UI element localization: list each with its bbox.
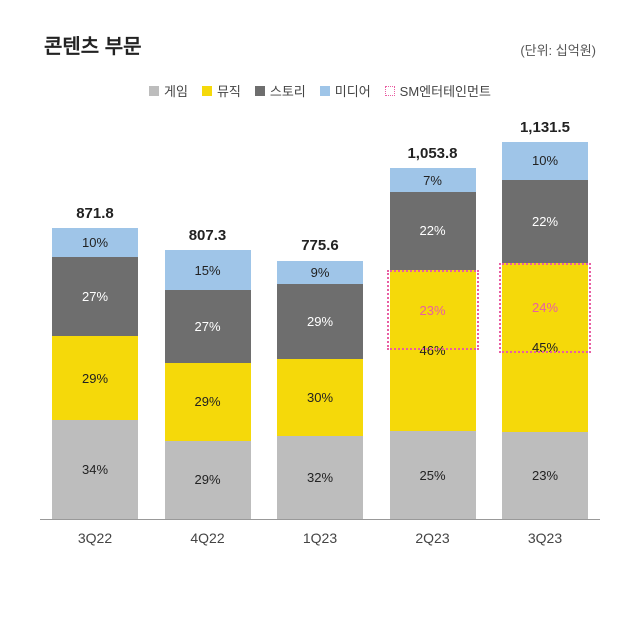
legend-label: 뮤직 xyxy=(217,81,241,100)
bar-column: 871.8 34%29%27%10% xyxy=(52,205,138,519)
x-axis-label: 4Q22 xyxy=(165,530,251,546)
stacked-bar: 25%46%22%7%23% xyxy=(390,168,476,519)
bar-segment-media: 10% xyxy=(502,142,588,180)
legend-swatch xyxy=(149,86,159,96)
x-axis-labels: 3Q22 4Q22 1Q23 2Q23 3Q23 xyxy=(40,520,600,546)
stacked-bar: 32%30%29%9% xyxy=(277,260,363,519)
stacked-bar: 34%29%27%10% xyxy=(52,228,138,519)
bar-segment-music: 29% xyxy=(165,363,251,441)
bar-segment-music: 46% xyxy=(390,270,476,432)
bar-total-label: 775.6 xyxy=(301,237,339,254)
bar-column: 1,053.8 25%46%22%7%23% xyxy=(390,145,476,519)
bar-segment-story: 27% xyxy=(52,257,138,335)
legend-label: SM엔터테인먼트 xyxy=(400,81,491,100)
chart-area: 871.834%29%27%10%807.329%29%27%15%775.63… xyxy=(0,120,640,560)
legend-item: 미디어 xyxy=(320,81,371,100)
bar-total-label: 1,053.8 xyxy=(407,145,457,162)
bar-segment-media: 9% xyxy=(277,261,363,284)
bar-segment-story: 22% xyxy=(502,180,588,263)
bar-segment-game: 29% xyxy=(165,441,251,519)
x-axis-label: 2Q23 xyxy=(390,530,476,546)
legend-label: 스토리 xyxy=(270,81,306,100)
bar-segment-media: 7% xyxy=(390,168,476,193)
bar-segment-story: 29% xyxy=(277,284,363,359)
bar-segment-media: 10% xyxy=(52,228,138,257)
x-axis-label: 3Q23 xyxy=(502,530,588,546)
chart-unit: (단위: 십억원) xyxy=(520,40,596,59)
bar-segment-music: 29% xyxy=(52,336,138,420)
legend-item: 게임 xyxy=(149,81,188,100)
chart-header: 콘텐츠 부문 (단위: 십억원) xyxy=(0,0,640,67)
legend-item: 스토리 xyxy=(255,81,306,100)
x-axis-label: 1Q23 xyxy=(277,530,363,546)
bar-segment-music: 30% xyxy=(277,359,363,437)
legend: 게임 뮤직 스토리 미디어 SM엔터테인먼트 xyxy=(0,67,640,110)
bar-total-label: 807.3 xyxy=(189,227,227,244)
legend-item: 뮤직 xyxy=(202,81,241,100)
legend-label: 게임 xyxy=(164,81,188,100)
bar-total-label: 871.8 xyxy=(76,205,114,222)
legend-item: SM엔터테인먼트 xyxy=(385,81,491,100)
x-axis-label: 3Q22 xyxy=(52,530,138,546)
bar-segment-story: 22% xyxy=(390,192,476,269)
bar-segment-music: 45% xyxy=(502,263,588,433)
bar-segment-story: 27% xyxy=(165,290,251,363)
bar-column: 775.6 32%30%29%9% xyxy=(277,237,363,519)
stacked-bar: 29%29%27%15% xyxy=(165,250,251,519)
legend-swatch xyxy=(385,86,395,96)
bar-segment-media: 15% xyxy=(165,250,251,290)
bar-segment-game: 25% xyxy=(390,431,476,519)
legend-swatch xyxy=(202,86,212,96)
bars-container: 871.834%29%27%10%807.329%29%27%15%775.63… xyxy=(40,120,600,520)
chart-title: 콘텐츠 부문 xyxy=(44,30,142,59)
bar-segment-game: 34% xyxy=(52,420,138,519)
bar-segment-game: 23% xyxy=(502,432,588,519)
bar-total-label: 1,131.5 xyxy=(520,119,570,136)
legend-label: 미디어 xyxy=(335,81,371,100)
bar-column: 807.329%29%27%15% xyxy=(165,227,251,519)
bar-column: 1,131.5 23%45%22%10%24% xyxy=(502,119,588,519)
bar-segment-game: 32% xyxy=(277,436,363,519)
stacked-bar: 23%45%22%10%24% xyxy=(502,142,588,519)
legend-swatch xyxy=(255,86,265,96)
legend-swatch xyxy=(320,86,330,96)
